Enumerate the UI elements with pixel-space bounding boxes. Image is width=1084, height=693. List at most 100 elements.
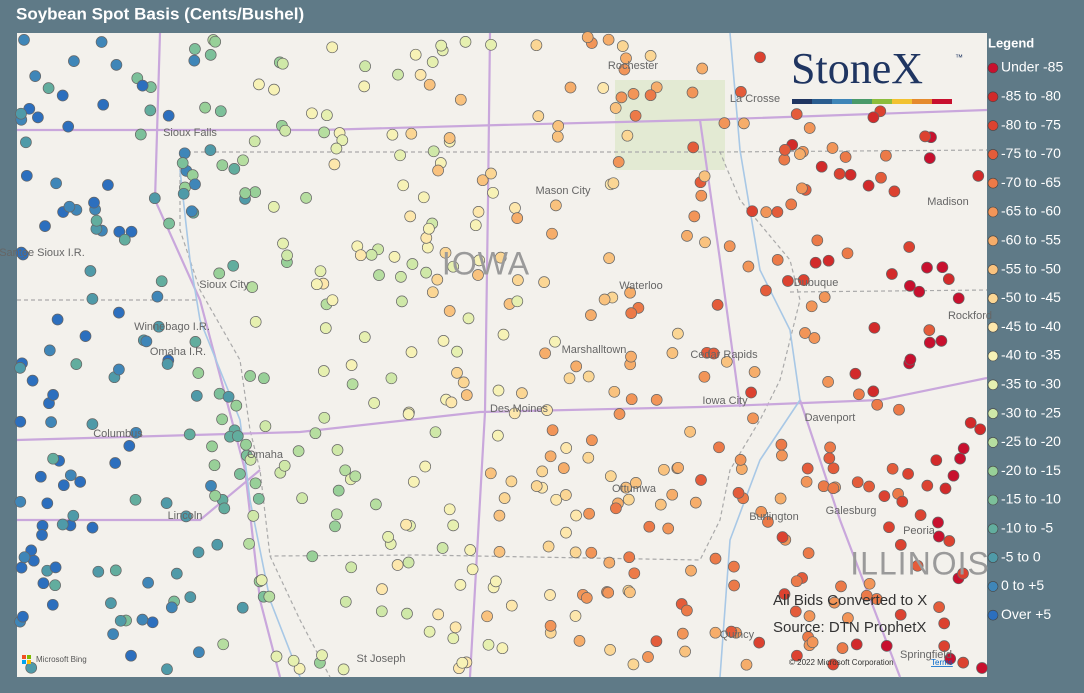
basis-dot (208, 459, 221, 472)
basis-dot (146, 616, 159, 629)
basis-dot (151, 290, 164, 303)
basis-dot (47, 389, 59, 401)
basis-dot (278, 459, 291, 472)
basis-dot (760, 284, 772, 297)
basis-dot (267, 201, 280, 213)
basis-dot (942, 273, 955, 285)
legend-label: -5 to 0 (1001, 548, 1041, 564)
basis-dot (443, 132, 456, 144)
legend-swatch (987, 235, 999, 247)
basis-dot (794, 148, 806, 160)
legend-label: -65 to -60 (1001, 203, 1061, 219)
basis-dot (921, 479, 934, 492)
basis-dot (516, 387, 528, 399)
basis-dot (754, 51, 766, 64)
basis-dot (32, 111, 44, 124)
basis-dot (292, 445, 305, 457)
legend-label: -10 to -5 (1001, 520, 1053, 536)
logo-text: StoneX (791, 44, 923, 93)
basis-dot (938, 617, 951, 630)
logo-bar (792, 99, 952, 104)
legend-swatch (987, 379, 999, 391)
basis-dot (627, 88, 640, 100)
city-label: Peoria (903, 525, 936, 537)
basis-dot (316, 649, 328, 662)
basis-dot (419, 460, 432, 473)
basis-dot (833, 168, 846, 180)
city-label: Quincy (720, 629, 755, 641)
basis-dot (836, 642, 849, 654)
basis-dot (161, 358, 174, 370)
basis-dot (336, 134, 349, 147)
basis-dot (211, 538, 224, 551)
basis-dot (436, 542, 449, 554)
basis-dot (365, 249, 378, 261)
legend-swatch (987, 408, 999, 419)
basis-dot (259, 420, 272, 433)
basis-dot (923, 324, 936, 336)
basis-dot (162, 109, 175, 122)
city-label: Columbus (93, 428, 143, 440)
basis-dot (620, 481, 632, 494)
basis-dot (493, 509, 506, 522)
legend-label: -60 to -55 (1001, 232, 1061, 248)
basis-dot (625, 350, 637, 363)
basis-dot (745, 386, 757, 399)
basis-dot (902, 468, 914, 480)
city-label: Omaha (247, 449, 284, 461)
basis-dot (785, 198, 798, 211)
basis-dot (734, 454, 747, 466)
basis-dot (459, 36, 472, 48)
basis-dot (778, 153, 791, 166)
basis-dot (662, 522, 675, 535)
basis-dot (205, 480, 217, 492)
basis-dot (875, 171, 887, 184)
basis-dot (165, 601, 178, 614)
legend-swatch (987, 62, 999, 74)
basis-dot (776, 531, 789, 543)
basis-dot (679, 645, 691, 658)
legend-swatch (987, 264, 999, 275)
basis-dot (268, 83, 280, 96)
basis-dot (86, 293, 99, 305)
basis-dot (15, 107, 27, 120)
basis-dot (713, 441, 725, 454)
legend-swatch (987, 523, 999, 535)
basis-dot (136, 79, 149, 92)
city-label: Galesburg (826, 505, 877, 517)
basis-dot (310, 278, 323, 291)
basis-dot (404, 210, 417, 223)
terms-link[interactable]: Terms (931, 658, 953, 667)
basis-dot (938, 640, 951, 652)
basis-dot (163, 217, 175, 230)
state-label: ILLINOIS (850, 545, 990, 581)
basis-dot (435, 39, 448, 52)
basis-dot (732, 487, 745, 499)
basis-dot (293, 662, 306, 675)
basis-dot (330, 142, 343, 155)
basis-dot (180, 510, 192, 523)
basis-dot (718, 117, 731, 129)
basis-dot (650, 394, 663, 406)
basis-dot (560, 526, 572, 539)
basis-dot (402, 408, 415, 420)
legend-title: Legend (988, 35, 1034, 50)
basis-dot (747, 412, 759, 425)
basis-dot (842, 612, 854, 624)
basis-dot (650, 635, 663, 648)
basis-dot (392, 68, 404, 81)
copyright: © 2022 Microsoft Corporation (789, 658, 894, 667)
basis-dot (549, 335, 561, 348)
basis-dot (258, 372, 270, 385)
basis-dot (345, 561, 358, 574)
basis-dot (239, 187, 252, 199)
basis-dot (189, 336, 202, 348)
legend-swatch (987, 91, 999, 103)
basis-dot (263, 590, 276, 603)
basis-dot (544, 589, 556, 601)
logo: StoneX ™ (791, 44, 963, 104)
basis-dot (15, 246, 28, 259)
basis-dot (644, 89, 657, 102)
basis-dot (849, 367, 862, 380)
basis-dot (337, 663, 350, 676)
